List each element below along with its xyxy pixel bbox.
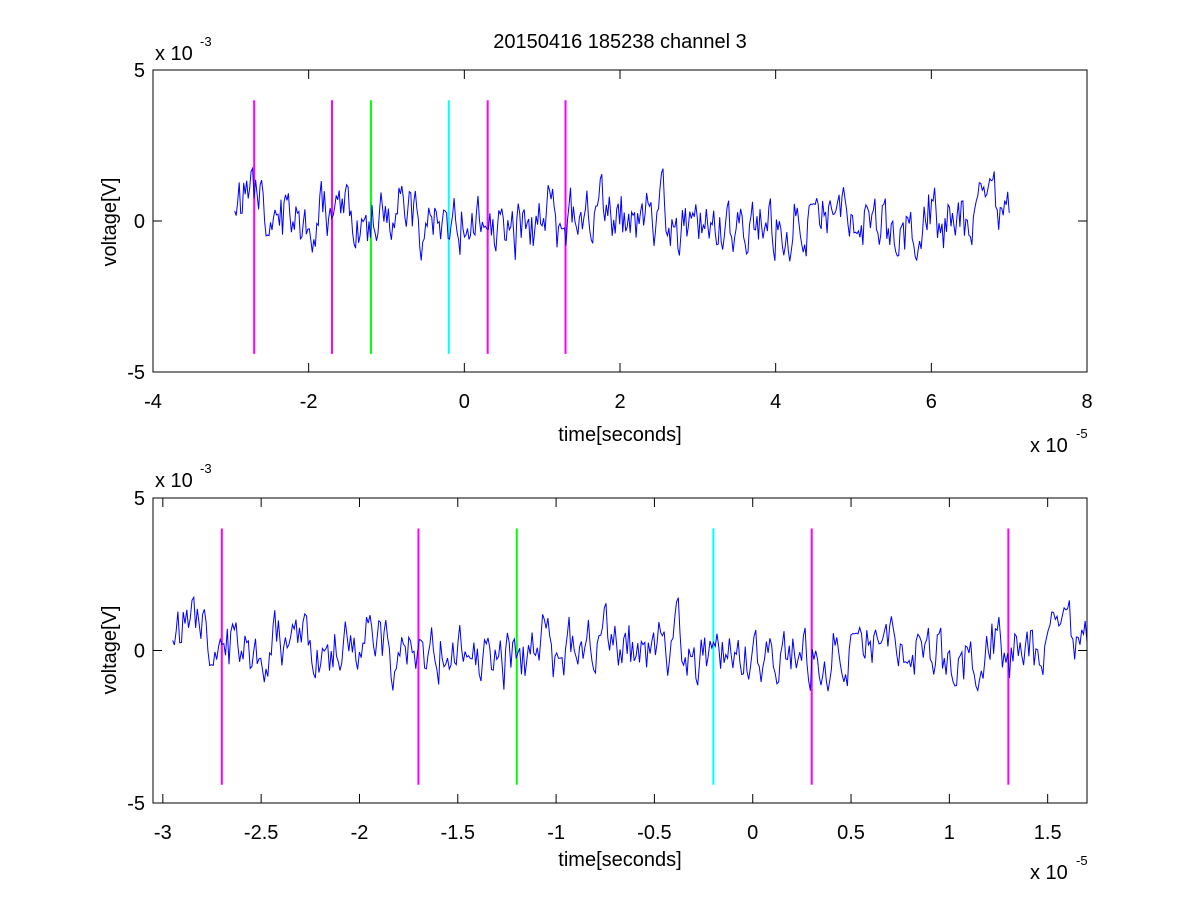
y-exponent: x 10 -3 — [155, 34, 212, 65]
x-tick-label: -3 — [154, 822, 172, 844]
x-tick-label: -1.5 — [441, 822, 475, 844]
x-exponent: x 10 -5 — [1030, 426, 1088, 457]
x-tick-label: -4 — [144, 391, 162, 413]
x-tick-label: -1 — [547, 822, 565, 844]
x-exponent-power: -5 — [1076, 853, 1088, 868]
x-exponent-base: x 10 — [1030, 435, 1068, 457]
y-axis-label: voltage[V] — [99, 606, 121, 695]
subplot-bottom: -3 -2.5 -2 -1.5 -1 -0.5 0 0.5 1 1.5 -5 0 5 time[sec… — [99, 461, 1088, 884]
y-tick-label: 0 — [134, 641, 145, 663]
x-tick-label: 1 — [944, 822, 955, 844]
x-exponent: x 10 -5 — [1030, 853, 1088, 884]
signal-trace — [234, 166, 1010, 262]
y-axis-label: voltage[V] — [99, 178, 121, 267]
y-tick-label: -5 — [127, 362, 145, 384]
x-tick-label: -2 — [300, 391, 318, 413]
y-ticks: -5 0 5 — [127, 60, 1087, 384]
x-tick-label: 2 — [614, 391, 625, 413]
x-tick-label: -2 — [351, 822, 369, 844]
y-tick-label: -5 — [127, 793, 145, 815]
x-exponent-power: -5 — [1076, 426, 1088, 441]
x-axis-label: time[seconds] — [558, 424, 681, 446]
y-exponent: x 10 -3 — [155, 461, 212, 492]
x-axis-label: time[seconds] — [558, 849, 681, 871]
x-tick-label: 0 — [747, 822, 758, 844]
y-exponent-base: x 10 — [155, 470, 193, 492]
y-exponent-power: -3 — [200, 34, 212, 49]
y-tick-label: 5 — [134, 60, 145, 82]
signal-trace — [172, 595, 1088, 693]
y-ticks: -5 0 5 — [127, 488, 1087, 815]
x-tick-label: 0 — [459, 391, 470, 413]
x-tick-label: -2.5 — [244, 822, 278, 844]
x-tick-label: 1.5 — [1034, 822, 1062, 844]
y-tick-label: 5 — [134, 488, 145, 510]
y-exponent-power: -3 — [200, 461, 212, 476]
figure-title: 20150416 185238 channel 3 — [493, 31, 747, 53]
subplot-top: -4 -2 0 2 4 6 8 -505 time[seconds] voltage[V] … — [99, 34, 1093, 457]
marker-lines — [220, 528, 1010, 785]
x-tick-label: 0.5 — [837, 822, 865, 844]
x-tick-label: -0.5 — [637, 822, 671, 844]
x-exponent-base: x 10 — [1030, 862, 1068, 884]
x-tick-label: 4 — [770, 391, 781, 413]
y-exponent-base: x 10 — [155, 43, 193, 65]
x-tick-label: 6 — [926, 391, 937, 413]
x-ticks: -4 -2 0 2 4 6 8 — [144, 70, 1093, 413]
x-tick-label: 8 — [1081, 391, 1092, 413]
marker-lines — [253, 100, 567, 354]
x-ticks: -3 -2.5 -2 -1.5 -1 -0.5 0 0.5 1 1.5 — [154, 498, 1062, 844]
y-tick-label: 0 — [134, 211, 145, 233]
